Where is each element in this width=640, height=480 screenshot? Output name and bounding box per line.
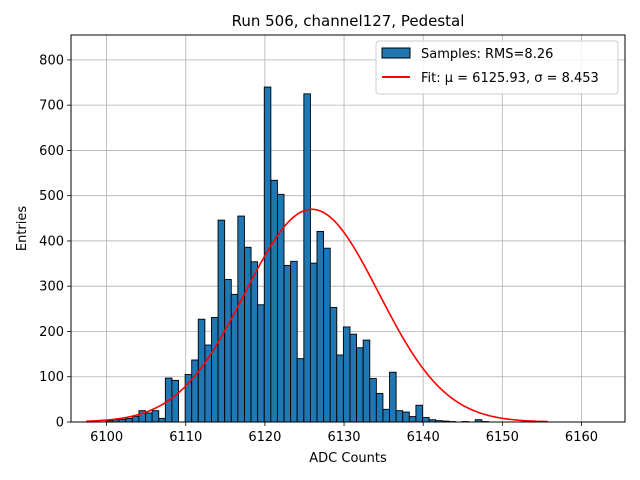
histogram-bar [408,416,417,423]
histogram-bar [270,179,278,423]
histogram-bar [125,417,133,423]
x-tick-label: 6140 [407,430,440,445]
histogram-bar [257,304,265,423]
fit-curve [86,208,548,423]
y-tick-label: 300 [39,280,64,295]
histogram-bar [211,316,219,423]
y-tick-label: 200 [39,325,64,340]
legend-histogram-label: Samples: RMS=8.26 [421,47,553,62]
histogram-bar [217,219,226,423]
chart-title: Run 506, channel127, Pedestal [232,12,465,30]
y-tick-label: 800 [39,53,64,68]
histogram-bar [237,215,245,423]
histogram-bar [375,393,384,423]
y-tick-label: 400 [39,234,64,249]
histogram-bar [224,278,232,423]
histogram-bar [316,230,325,423]
x-tick-label: 6150 [486,430,519,445]
histogram-bar [323,247,331,423]
x-tick-label: 6100 [90,430,123,445]
histogram-bar [369,378,377,423]
y-tick-label: 700 [39,99,64,114]
y-tick-label: 500 [39,189,64,204]
histogram-bar [415,404,423,423]
histogram-bar [283,264,292,423]
histogram-bar [382,408,391,423]
histogram-bar [342,326,351,423]
legend: Samples: RMS=8.26 Fit: μ = 6125.93, σ = … [375,40,619,95]
histogram-bar [296,358,305,423]
legend-box [375,40,619,95]
legend-bar-swatch [381,47,411,59]
histogram-bar [250,261,259,423]
histogram-bar [356,347,364,423]
histogram-bar [329,307,338,423]
histogram-bar [145,412,153,423]
x-tick-label: 6160 [565,430,598,445]
histogram-bar [151,410,160,423]
y-tick-label: 0 [56,416,64,431]
histogram-bar [402,411,410,423]
histogram-bar [389,371,397,423]
histogram-bar [171,379,179,423]
histogram-bar [303,93,311,423]
histogram-bar [244,246,252,423]
x-tick-label: 6120 [248,430,281,445]
histogram-bar [336,354,344,423]
histogram-bar [290,260,298,423]
y-axis-ticks: 0 100 200 300 400 500 600 700 800 [39,53,71,431]
y-tick-label: 100 [39,370,64,385]
x-axis-ticks: 6100 6110 6120 6130 6140 6150 6160 [90,422,598,445]
histogram-bars [105,86,489,423]
histogram-bar [422,417,430,423]
histogram-bar [191,359,199,423]
histogram-bar [309,262,318,423]
plot-frame [70,34,626,423]
histogram-bar [131,416,140,423]
legend-fit-label: Fit: μ = 6125.93, σ = 8.453 [421,71,599,86]
histogram-bar [349,333,358,423]
x-tick-label: 6110 [169,430,202,445]
histogram-bar [362,339,371,423]
histogram-bar [158,417,166,423]
y-axis-label: Entries [15,206,30,252]
x-axis-label: ADC Counts [309,451,387,466]
y-tick-label: 600 [39,144,64,159]
x-tick-label: 6130 [327,430,360,445]
histogram-bar [395,410,404,423]
